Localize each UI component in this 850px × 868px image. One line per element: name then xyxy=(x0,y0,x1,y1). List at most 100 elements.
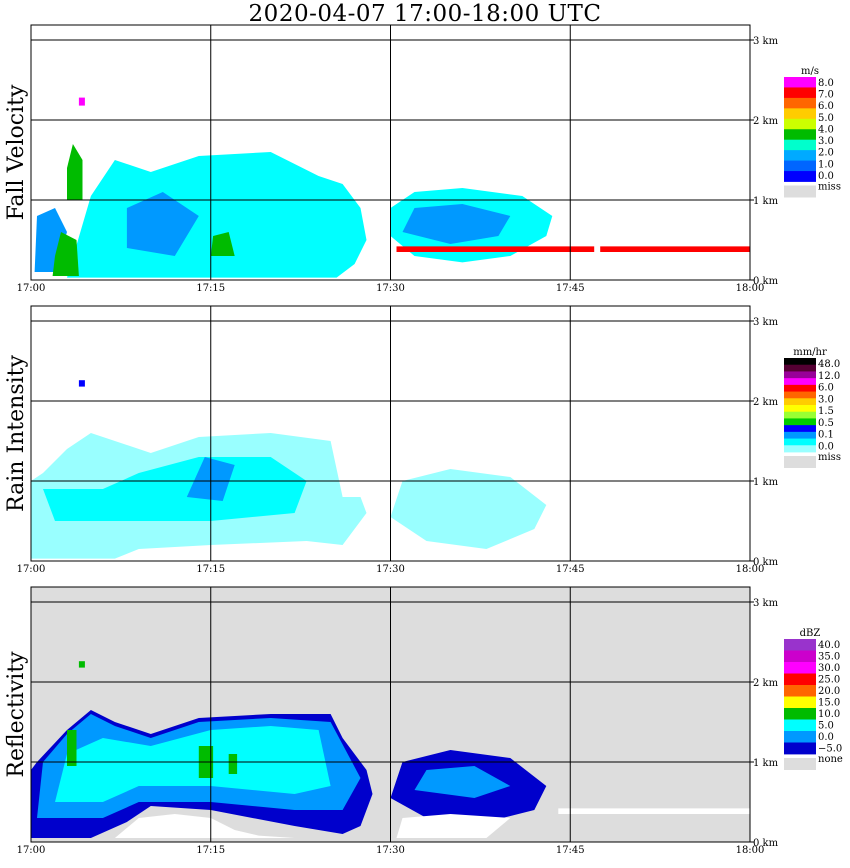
echo-region xyxy=(210,232,235,256)
echo-region xyxy=(600,246,750,252)
colorbar-swatch xyxy=(784,418,816,426)
panel-2: 17:00 17:15 17:30 17:45 18:000 km 1 km 2 km 3 k… xyxy=(4,305,841,575)
missing-swatch xyxy=(784,185,816,198)
colorbar-swatch xyxy=(784,108,816,120)
x-tick-label: 17:00 xyxy=(17,283,46,294)
x-tick-label: 18:00 xyxy=(736,564,765,575)
x-tick-label: 18:00 xyxy=(736,845,765,856)
colorbar-label: 20.0 xyxy=(818,686,840,697)
colorbar-swatch xyxy=(784,358,816,366)
x-tick-label: 17:00 xyxy=(17,564,46,575)
colorbar-swatch xyxy=(784,708,816,720)
colorbar-swatch xyxy=(784,685,816,697)
echo-region xyxy=(67,730,77,766)
colorbar-swatch xyxy=(784,77,816,88)
y-tick-label: 1 km xyxy=(753,477,779,488)
colorbar-label: 1.5 xyxy=(818,406,834,417)
panel-label: Rain Intensity xyxy=(4,354,29,511)
colorbar-swatch xyxy=(784,431,816,439)
echo-region xyxy=(67,144,83,200)
colorbar-swatch xyxy=(784,129,816,141)
missing-swatch xyxy=(784,758,816,770)
colorbar-label: 12.0 xyxy=(818,371,840,382)
echo-region xyxy=(52,232,79,276)
echo-region xyxy=(126,192,199,256)
echo-region xyxy=(114,814,295,838)
y-tick-label: 3 km xyxy=(753,317,779,328)
echo-region xyxy=(414,766,511,798)
colorbar-label: 0.0 xyxy=(818,171,834,182)
colorbar-label: 0.0 xyxy=(818,441,834,452)
colorbar-swatch xyxy=(784,719,816,732)
colorbar-label: 3.0 xyxy=(818,394,834,405)
y-tick-label: 0 km xyxy=(753,838,779,849)
x-tick-label: 17:45 xyxy=(556,845,585,856)
colorbar-swatch xyxy=(784,731,816,743)
colorbar-label: 0.5 xyxy=(818,418,834,429)
x-tick-label: 17:30 xyxy=(376,564,405,575)
colorbar-swatch xyxy=(784,696,816,709)
colorbar-label: −5.0 xyxy=(818,744,842,755)
echo-region xyxy=(55,726,331,802)
colorbar-swatch xyxy=(784,139,816,151)
colorbar-label: 5.0 xyxy=(818,113,834,124)
echo-region xyxy=(78,380,85,387)
colorbar-swatch xyxy=(784,398,816,406)
echo-region xyxy=(390,469,547,549)
colorbar-label: 4.0 xyxy=(818,124,834,135)
colorbar-swatch xyxy=(784,118,816,130)
missing-label: none xyxy=(818,754,843,765)
colorbar-label: 8.0 xyxy=(818,78,834,89)
colorbar-label: 6.0 xyxy=(818,101,834,112)
colorbar-label: 2.0 xyxy=(818,148,834,159)
x-tick-label: 17:15 xyxy=(196,564,225,575)
colorbar-swatch xyxy=(784,438,816,446)
x-tick-label: 17:30 xyxy=(376,283,405,294)
colorbar-label: 1.0 xyxy=(818,159,834,170)
colorbar-label: 3.0 xyxy=(818,136,834,147)
x-tick-label: 17:15 xyxy=(196,283,225,294)
echo-region xyxy=(558,808,750,814)
colorbar-label: 40.0 xyxy=(818,640,840,651)
colorbar-swatch xyxy=(784,384,816,392)
y-tick-label: 3 km xyxy=(753,36,779,47)
y-tick-label: 2 km xyxy=(753,678,779,689)
echo-region xyxy=(78,661,85,668)
colorbar-swatch xyxy=(784,425,816,433)
x-tick-label: 17:00 xyxy=(17,845,46,856)
colorbar-swatch xyxy=(784,742,816,755)
y-tick-label: 1 km xyxy=(753,196,779,207)
missing-label: miss xyxy=(818,452,841,463)
panel-label: Fall Velocity xyxy=(4,84,29,220)
x-tick-label: 18:00 xyxy=(736,283,765,294)
colorbar-swatch xyxy=(784,662,816,674)
colorbar-swatch xyxy=(784,673,816,686)
colorbar-swatch xyxy=(784,650,816,663)
missing-label: miss xyxy=(818,182,841,193)
y-tick-label: 3 km xyxy=(753,598,779,609)
colorbar-unit: mm/hr xyxy=(793,347,827,358)
echo-region xyxy=(43,457,307,521)
colorbar-label: 0.0 xyxy=(818,732,834,743)
panel-3: 17:00 17:15 17:30 17:45 18:000 km 1 km 2 km 3 k… xyxy=(4,586,843,856)
colorbar-swatch xyxy=(784,371,816,379)
y-tick-label: 1 km xyxy=(753,758,779,769)
panel-label: Reflectivity xyxy=(4,651,29,778)
echo-region xyxy=(402,204,511,244)
colorbar-label: 35.0 xyxy=(818,652,840,663)
plot-frame xyxy=(30,586,751,843)
colorbar-swatch xyxy=(784,405,816,413)
colorbar-swatch xyxy=(784,391,816,399)
echo-region xyxy=(228,754,238,774)
colorbar-swatch xyxy=(784,411,816,419)
x-tick-label: 17:30 xyxy=(376,845,405,856)
colorbar-swatch xyxy=(784,378,816,386)
panel-1: 17:00 17:15 17:30 17:45 18:000 km 1 km 2 km 3 k… xyxy=(4,24,841,294)
colorbar-swatch xyxy=(784,160,816,172)
colorbar-swatch xyxy=(784,639,816,651)
missing-swatch xyxy=(784,456,816,468)
colorbar-label: 15.0 xyxy=(818,698,840,709)
colorbar-unit: m/s xyxy=(801,66,819,77)
colorbar-swatch xyxy=(784,364,816,372)
chart-title: 2020-04-07 17:00-18:00 UTC xyxy=(248,1,602,27)
